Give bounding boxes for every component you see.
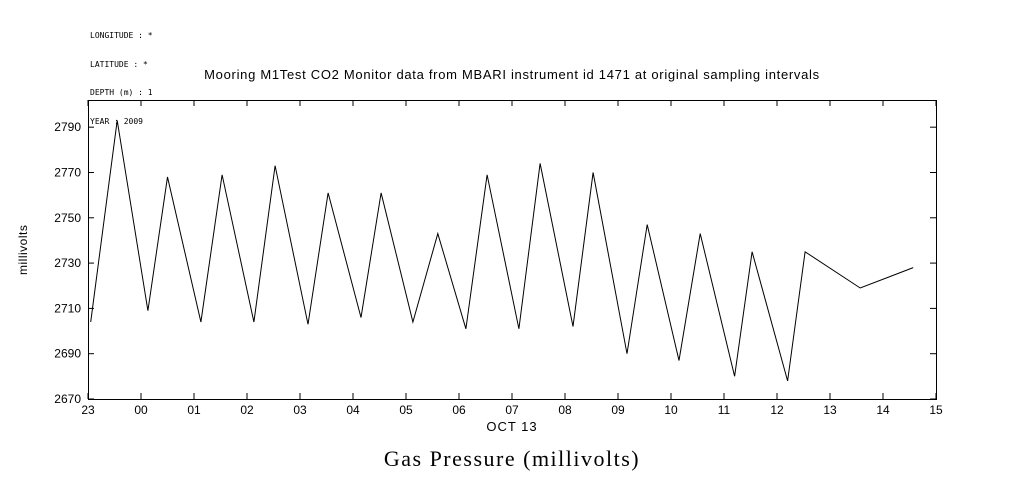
metadata-line-depth: DEPTH (m) : 1 (90, 88, 153, 97)
y-tick-label: 2770 (54, 165, 81, 179)
data-line (90, 120, 914, 382)
x-tick-label: 14 (876, 403, 890, 417)
chart-caption: Gas Pressure (millivolts) (383, 446, 641, 471)
metadata-block: LONGITUDE : * LATITUDE : * DEPTH (m) : 1… (90, 12, 153, 145)
x-tick-label: 06 (452, 403, 466, 417)
metadata-line-latitude: LATITUDE : * (90, 59, 148, 69)
metadata-line-year: YEAR : 2009 (90, 116, 143, 126)
y-tick-label: 2670 (54, 392, 81, 406)
x-tick-label: 05 (399, 403, 413, 417)
x-tick-label: 09 (611, 403, 625, 417)
x-axis-label: OCT 13 (486, 419, 538, 434)
metadata-line-longitude: LONGITUDE : * (90, 31, 153, 40)
x-tick-label: 10 (664, 403, 678, 417)
y-tick-label: 2690 (54, 347, 81, 361)
x-tick-label: 12 (770, 403, 784, 417)
x-tick-label: 00 (134, 403, 148, 417)
y-tick-label: 2790 (54, 120, 81, 134)
y-tick-label: 2710 (54, 301, 81, 315)
x-tick-label: 11 (718, 403, 731, 417)
x-tick-label: 13 (823, 403, 837, 417)
plot-border (88, 100, 937, 400)
x-tick-label: 04 (346, 403, 360, 417)
x-tick-label: 07 (505, 403, 519, 417)
x-tick-label: 08 (558, 403, 572, 417)
y-tick-label: 2730 (54, 256, 81, 270)
x-tick-label: 01 (187, 403, 201, 417)
y-tick-label: 2750 (54, 211, 81, 225)
chart-title: Mooring M1Test CO2 Monitor data from MBA… (204, 67, 820, 82)
x-tick-label: 03 (293, 403, 307, 417)
x-tick-label: 23 (81, 403, 95, 417)
x-tick-label: 15 (929, 403, 943, 417)
x-tick-label: 02 (240, 403, 254, 417)
